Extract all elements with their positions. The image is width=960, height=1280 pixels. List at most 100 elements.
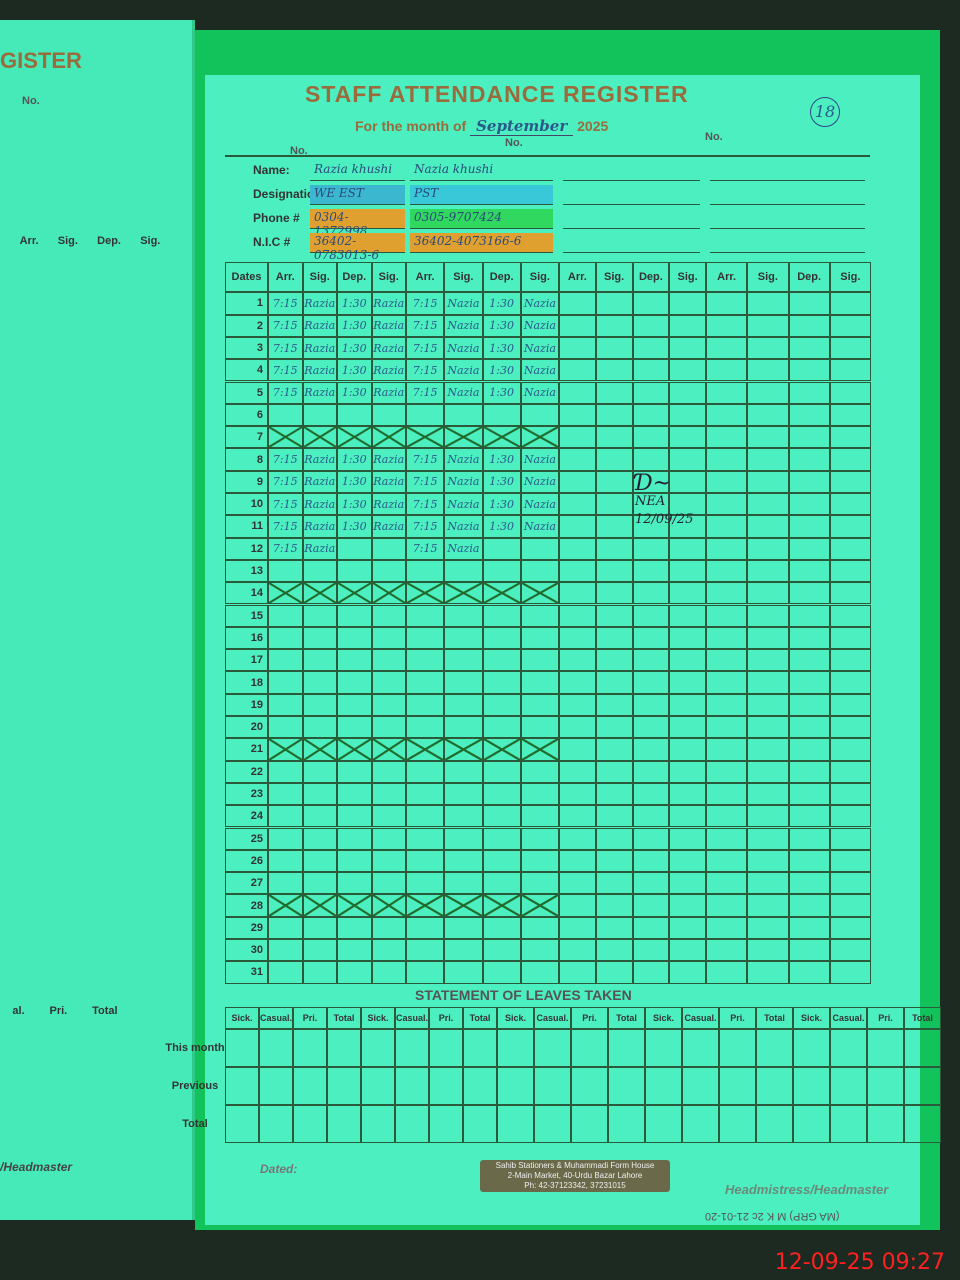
attendance-cell — [520, 537, 559, 560]
attendance-cell — [559, 381, 596, 404]
holiday-cross — [788, 582, 830, 605]
attendance-cell — [669, 381, 706, 404]
attendance-cell — [747, 403, 789, 427]
attendance-cell: Razia — [371, 470, 406, 493]
attendance-cell: 7:15 — [406, 292, 445, 315]
attendance-cell — [520, 716, 559, 739]
attendance-cell — [788, 448, 830, 471]
attendance-cell — [444, 782, 483, 806]
date-cell: 15 — [225, 604, 268, 627]
attendance-cell: 7:15 — [268, 448, 303, 471]
attendance-cell: 1:30 — [337, 448, 372, 471]
attendance-cell — [788, 693, 830, 716]
leave-header: Casual. — [830, 1007, 867, 1029]
attendance-cell — [302, 827, 337, 850]
attendance-cell: Razia — [302, 515, 337, 538]
attendance-cell — [482, 649, 521, 672]
attendance-cell — [482, 693, 521, 716]
attendance-cell — [706, 782, 748, 806]
leave-header: Pri. — [867, 1007, 904, 1029]
attendance-cell — [520, 760, 559, 783]
leave-cell — [571, 1067, 608, 1105]
attendance-cell — [371, 693, 406, 716]
attendance-cell — [669, 916, 706, 939]
attendance-cell — [595, 336, 633, 360]
attendance-cell — [520, 872, 559, 895]
left-column-header: Sig. — [57, 235, 78, 247]
holiday-cross — [747, 894, 789, 917]
leave-header: Sick. — [793, 1007, 830, 1029]
leave-header: Casual. — [682, 1007, 719, 1029]
attendance-cell — [337, 537, 372, 560]
attendance-cell — [559, 493, 596, 516]
column-header-arr: Arr. — [268, 262, 303, 293]
attendance-cell — [632, 872, 670, 895]
attendance-cell — [302, 671, 337, 694]
attendance-cell — [747, 827, 789, 850]
column-header-dep: Dep. — [788, 262, 830, 293]
attendance-cell — [788, 515, 830, 538]
attendance-cell — [788, 939, 830, 962]
attendance-cell — [788, 381, 830, 404]
attendance-cell: 1:30 — [482, 336, 521, 360]
attendance-cell — [788, 336, 830, 360]
attendance-cell — [788, 537, 830, 560]
holiday-cross — [371, 738, 406, 761]
attendance-cell — [669, 849, 706, 873]
holiday-cross — [632, 894, 670, 917]
attendance-cell — [829, 336, 871, 360]
attendance-cell — [632, 827, 670, 850]
attendance-cell: 7:15 — [406, 493, 445, 516]
date-cell: 28 — [225, 894, 268, 917]
leave-cell — [904, 1029, 941, 1067]
left-no-label: No. — [22, 95, 40, 107]
attendance-cell — [747, 537, 789, 560]
attendance-cell: 7:15 — [406, 515, 445, 538]
attendance-cell — [829, 292, 871, 315]
attendance-cell — [595, 403, 633, 427]
attendance-cell: 1:30 — [337, 381, 372, 404]
holiday-cross — [302, 894, 337, 917]
attendance-cell — [302, 916, 337, 939]
attendance-cell — [520, 849, 559, 873]
attendance-cell — [747, 515, 789, 538]
leave-cell — [830, 1067, 867, 1105]
column-header-sig: Sig. — [371, 262, 406, 293]
attendance-cell — [559, 359, 596, 382]
attendance-cell: 7:15 — [406, 336, 445, 360]
attendance-cell — [482, 537, 521, 560]
leave-cell — [904, 1105, 941, 1143]
attendance-cell — [559, 693, 596, 716]
label-name: Name: — [253, 163, 290, 177]
column-header-sig: Sig. — [829, 262, 871, 293]
column-header-dep: Dep. — [632, 262, 670, 293]
leave-cell — [867, 1105, 904, 1143]
attendance-cell: Nazia — [520, 359, 559, 382]
attendance-cell — [632, 403, 670, 427]
leave-cell — [645, 1067, 682, 1105]
attendance-cell — [669, 782, 706, 806]
holiday-cross — [268, 894, 303, 917]
leave-cell — [682, 1029, 719, 1067]
attendance-cell: 1:30 — [337, 359, 372, 382]
attendance-cell — [406, 916, 445, 939]
attendance-cell — [595, 626, 633, 650]
attendance-cell: Razia — [371, 314, 406, 337]
holiday-cross — [559, 582, 596, 605]
leave-header: Sick. — [225, 1007, 259, 1029]
holiday-cross — [632, 582, 670, 605]
date-cell: 27 — [225, 872, 268, 895]
leave-cell — [497, 1105, 534, 1143]
leave-cell — [463, 1029, 497, 1067]
holiday-cross — [595, 738, 633, 761]
staff-name — [710, 161, 865, 181]
attendance-cell — [595, 493, 633, 516]
printer-phone: Ph: 42-37123342, 37231015 — [524, 1181, 626, 1190]
leave-header: Total — [756, 1007, 793, 1029]
holiday-cross — [444, 894, 483, 917]
holiday-cross — [669, 738, 706, 761]
attendance-cell — [747, 782, 789, 806]
attendance-cell — [337, 716, 372, 739]
attendance-cell — [595, 381, 633, 404]
attendance-cell — [559, 716, 596, 739]
